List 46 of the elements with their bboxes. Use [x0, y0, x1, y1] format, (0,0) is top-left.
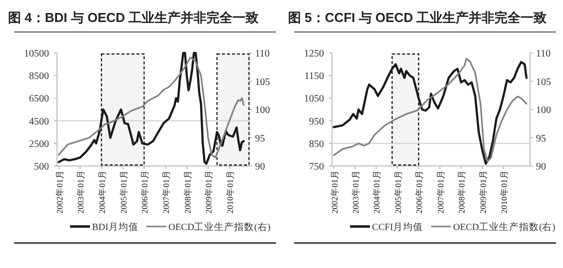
x-tick-label: 2009年01月 [478, 170, 488, 214]
chart-title: 图 5：CCFI 与 OECD 工业生产并非完全一致 [288, 10, 547, 25]
y-tick-label: 8500 [29, 71, 49, 82]
x-tick-label: 2007年01月 [435, 170, 446, 214]
x-tick-label: 2003年01月 [350, 170, 360, 214]
x-tick-label: 2009年01月 [204, 170, 214, 214]
y2-tick-label: 100 [536, 105, 551, 116]
x-tick-label: 2008年01月 [456, 170, 467, 214]
x-tick-label: 2004年01月 [96, 170, 107, 214]
y-tick-label: 2500 [29, 138, 49, 150]
legend-label: OECD工业生产指数(右) [453, 221, 556, 233]
x-tick-label: 2002年01月 [329, 170, 340, 214]
y2-tick-label: 95 [255, 133, 265, 144]
x-tick-label: 2004年01月 [372, 170, 382, 214]
x-tick-label: 2010年01月 [224, 170, 235, 214]
legend-label: BDI月均值 [92, 221, 138, 233]
y-tick-label: 1250 [304, 48, 324, 60]
y2-tick-label: 90 [536, 162, 546, 172]
chart-title: 图 4：BDI 与 OECD 工业生产并非完全一致 [8, 10, 259, 25]
y-tick-label: 1050 [304, 94, 324, 105]
y-tick-label: 1150 [304, 71, 324, 82]
y2-tick-label: 100 [255, 105, 270, 116]
y-tick-label: 500 [34, 162, 49, 172]
y-tick-label: 950 [309, 116, 324, 128]
x-tick-label: 2010年01月 [498, 170, 509, 214]
y2-tick-label: 110 [255, 48, 270, 60]
x-tick-label: 2006年01月 [140, 170, 150, 214]
y2-tick-label: 105 [255, 76, 270, 88]
y2-tick-label: 90 [255, 162, 265, 172]
y2-tick-label: 105 [536, 76, 551, 88]
legend-label: OECD工业生产指数(右) [168, 221, 271, 233]
x-tick-label: 2008年01月 [182, 170, 192, 214]
x-tick-label: 2007年01月 [160, 170, 171, 214]
x-tick-label: 2005年01月 [392, 170, 403, 214]
x-tick-label: 2005年01月 [118, 170, 128, 214]
y-tick-label: 750 [309, 162, 324, 172]
x-tick-label: 2003年01月 [76, 170, 86, 214]
x-tick-label: 2002年01月 [54, 170, 64, 214]
y-tick-label: 4500 [29, 116, 49, 128]
legend-label: CCFI月均值 [372, 221, 424, 233]
y2-tick-label: 95 [536, 133, 546, 144]
y-tick-label: 10500 [24, 48, 49, 60]
y2-tick-label: 110 [536, 48, 551, 60]
y-tick-label: 6500 [29, 94, 49, 105]
x-tick-label: 2006年01月 [414, 170, 424, 214]
y-tick-label: 850 [309, 138, 324, 150]
